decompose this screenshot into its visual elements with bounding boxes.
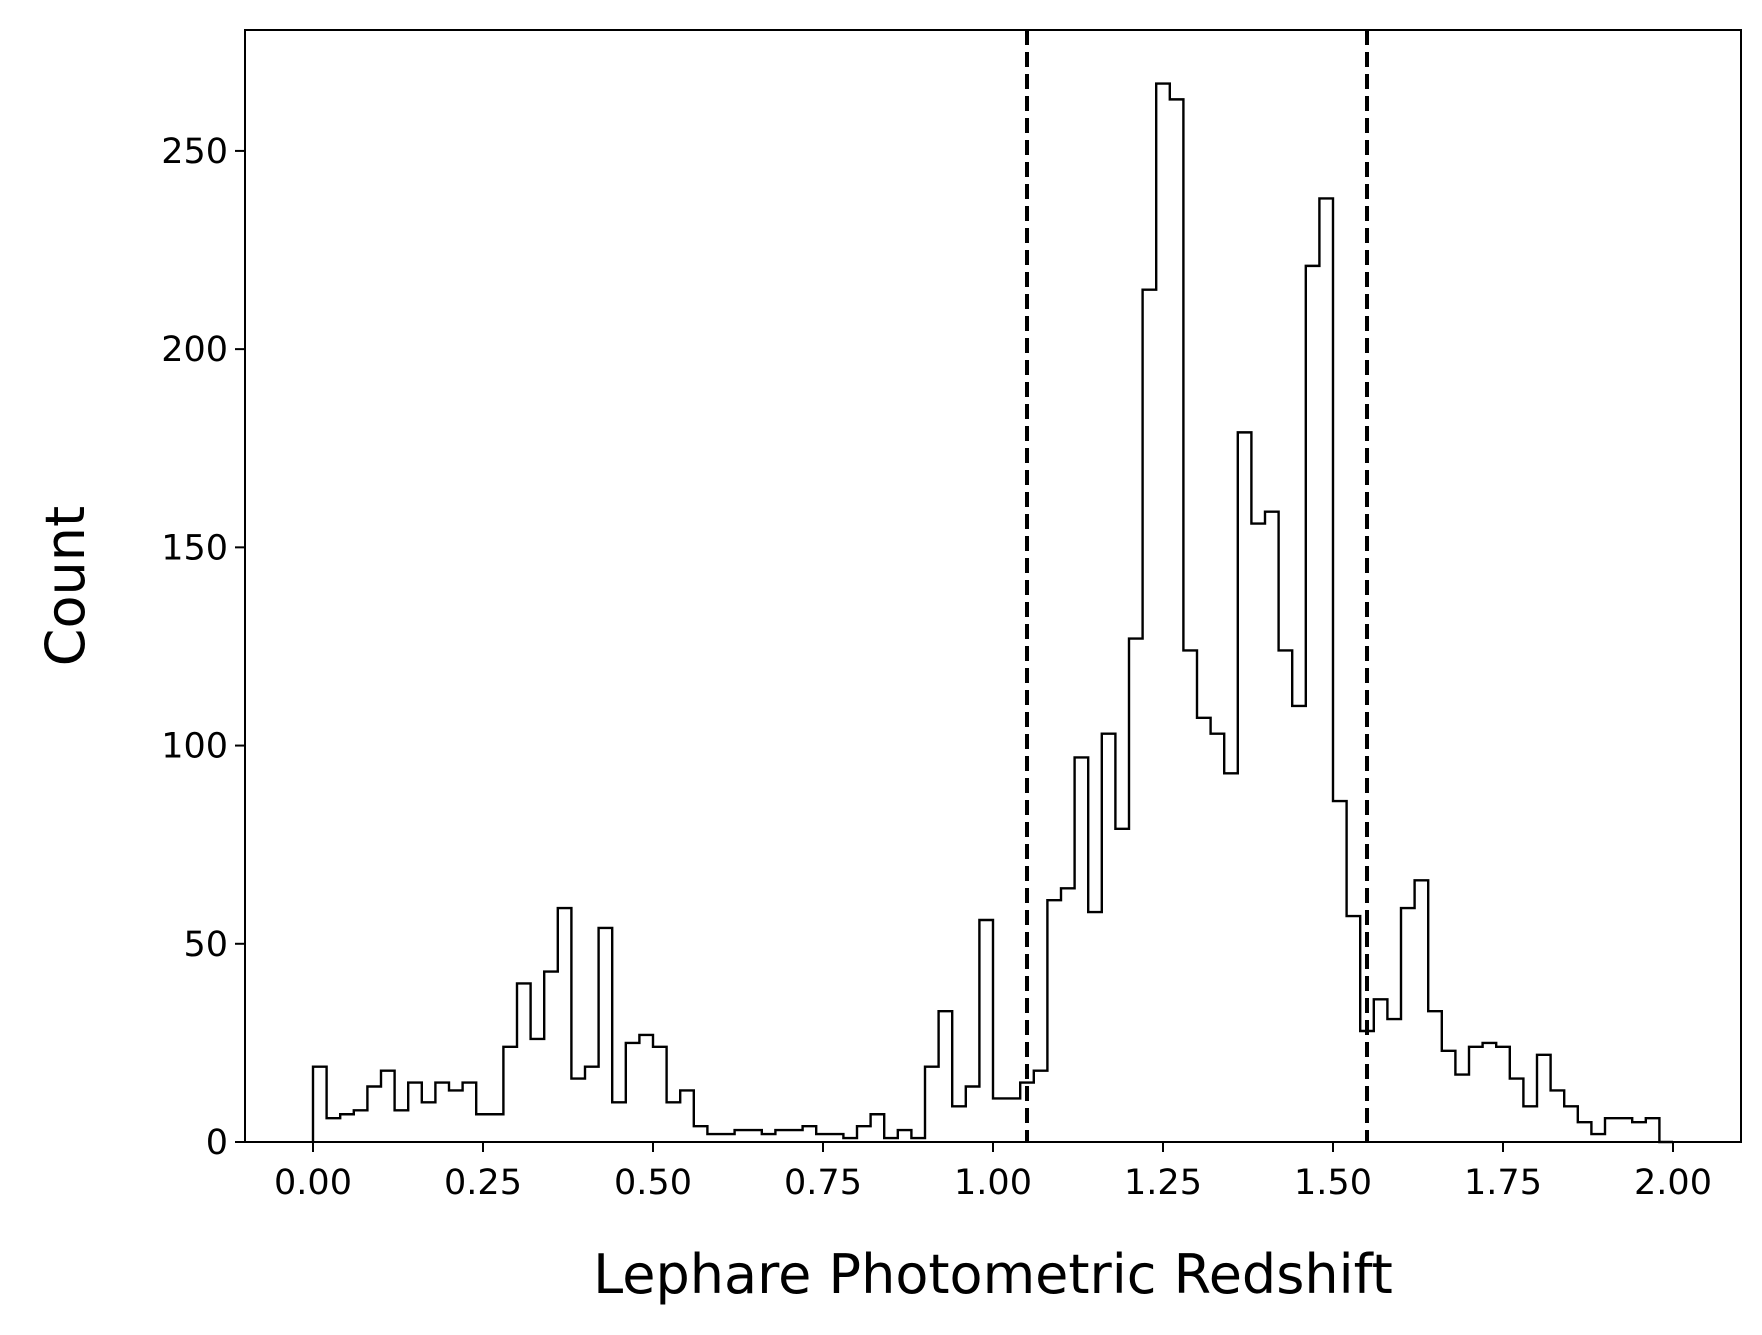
x-axis-label: Lephare Photometric Redshift <box>593 1243 1393 1306</box>
x-tick-label: 1.75 <box>1464 1163 1542 1203</box>
x-tick-label: 2.00 <box>1634 1163 1712 1203</box>
x-tick-label: 0.50 <box>614 1163 692 1203</box>
y-tick-label: 150 <box>161 528 228 568</box>
x-tick-label: 1.50 <box>1294 1163 1372 1203</box>
x-tick-label: 0.75 <box>784 1163 862 1203</box>
x-tick-label: 1.00 <box>954 1163 1032 1203</box>
x-tick-label: 0.00 <box>274 1163 352 1203</box>
y-tick-label: 50 <box>183 925 228 965</box>
y-axis-label: Count <box>34 506 97 666</box>
histogram-outline <box>311 82 1673 1144</box>
reference-lines <box>1025 30 1369 1142</box>
y-tick-label: 250 <box>161 132 228 172</box>
x-tick-label: 1.25 <box>1124 1163 1202 1203</box>
x-tick-label: 0.25 <box>444 1163 522 1203</box>
y-tick-label: 100 <box>161 727 228 767</box>
x-axis-ticks: 0.00 0.25 0.50 0.75 1.00 1.25 1.50 1.75 2.00 <box>274 1142 1712 1203</box>
histogram-bars <box>311 82 1673 1144</box>
y-axis-ticks: 0 50 100 150 200 250 <box>161 132 245 1163</box>
y-tick-label: 0 <box>206 1123 228 1163</box>
y-tick-label: 200 <box>161 330 228 370</box>
